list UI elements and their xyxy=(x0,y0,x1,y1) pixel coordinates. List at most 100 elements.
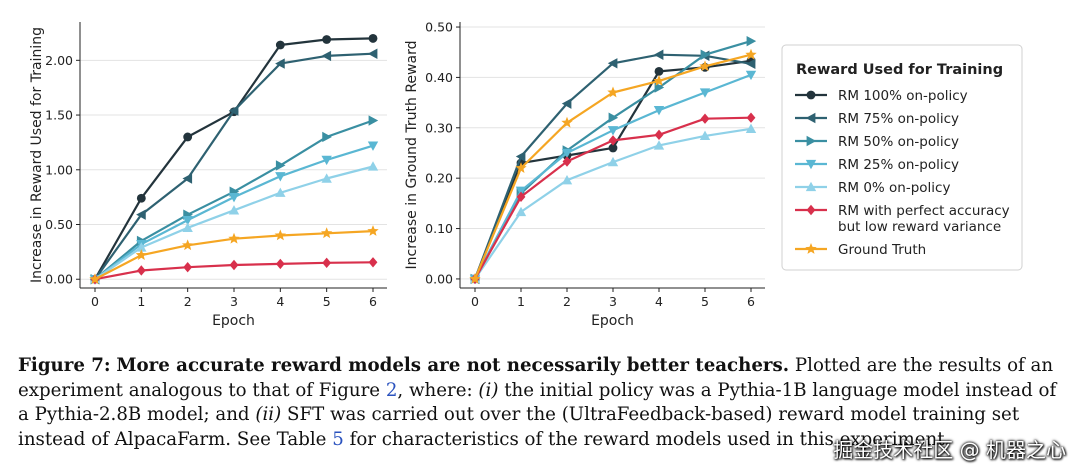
legend-marker xyxy=(806,204,816,216)
data-point xyxy=(367,141,379,151)
data-point xyxy=(320,227,333,239)
legend-label: RM 25% on-policy xyxy=(838,157,959,173)
data-point xyxy=(368,257,378,268)
data-point xyxy=(561,116,573,128)
x-tick-label: 5 xyxy=(701,294,709,309)
chart-reward-used-for-training: 0.00 0.50 1.00 1.50 2.00 0 1 2 3 4 5 6 Epoch Increase… xyxy=(29,22,387,329)
data-point xyxy=(654,66,664,76)
x-tick-label: 0 xyxy=(91,294,99,309)
data-point xyxy=(321,173,332,183)
data-point xyxy=(699,130,711,141)
y-tick-label: 1.50 xyxy=(45,108,73,123)
y-tick-label: 0.00 xyxy=(425,271,453,286)
y-tick-label: 0.50 xyxy=(45,217,73,232)
caption-i1: (i) xyxy=(478,379,499,401)
legend-label: RM 100% on-policy xyxy=(838,88,968,104)
x-tick-label: 1 xyxy=(517,294,525,309)
legend-label: RM 75% on-policy xyxy=(838,111,959,127)
data-point xyxy=(182,222,193,232)
y-tick-label: 1.00 xyxy=(45,162,73,177)
data-point xyxy=(653,74,665,86)
x-tick-label: 2 xyxy=(184,294,192,309)
legend-item-rm-50-on-policy: RM 50% on-policy xyxy=(795,134,959,150)
table-ref-link[interactable]: 5 xyxy=(332,428,344,450)
watermark: 掘金技术社区 @ 机器之心 xyxy=(833,438,1066,462)
series-rm-0-on-policy xyxy=(89,161,379,284)
caption-part5: for characteristics of the reward models… xyxy=(349,428,951,450)
x-tick-label: 6 xyxy=(369,294,377,309)
x-axis-label: Epoch xyxy=(212,313,255,329)
data-point xyxy=(321,50,332,62)
x-tick-label: 3 xyxy=(230,294,238,309)
data-point xyxy=(746,112,756,123)
y-tick-label: 0.10 xyxy=(425,221,453,236)
x-tick-label: 4 xyxy=(276,294,284,309)
data-point xyxy=(561,98,572,109)
figure-caption: Figure 7: More accurate reward models ar… xyxy=(18,354,1068,452)
legend-marker xyxy=(805,112,816,124)
data-point xyxy=(746,35,757,47)
x-tick-label: 4 xyxy=(655,294,663,309)
caption-label: Figure 7: xyxy=(18,355,111,376)
legend-marker xyxy=(806,135,817,147)
legend-marker xyxy=(805,243,817,254)
legend-label: RM with perfect accuracy xyxy=(838,203,1010,219)
data-point xyxy=(182,215,193,226)
caption-part4: SFT was carried out over the (UltraFeedb… xyxy=(18,404,1020,450)
data-point xyxy=(181,239,194,251)
x-axis-label: Epoch xyxy=(591,313,634,329)
data-point xyxy=(654,82,665,93)
data-point xyxy=(368,115,379,126)
legend-item-rm-25-on-policy: RM 25% on-policy xyxy=(795,157,959,173)
y-axis-label: Increase in Ground Truth Reward xyxy=(404,41,420,270)
y-tick-label: 0.40 xyxy=(425,70,453,85)
data-point xyxy=(700,113,710,124)
data-point xyxy=(367,161,379,171)
data-point xyxy=(228,192,240,203)
data-point xyxy=(89,273,101,285)
x-tick-label: 2 xyxy=(563,294,571,309)
data-point xyxy=(608,135,618,146)
data-point xyxy=(562,156,572,167)
legend-item-ground-truth: Ground Truth xyxy=(795,242,926,258)
data-point xyxy=(607,156,619,167)
data-point xyxy=(135,249,148,261)
data-point xyxy=(275,40,285,50)
data-point xyxy=(367,48,378,59)
x-tick-label: 0 xyxy=(471,294,479,309)
caption-i2: (ii) xyxy=(255,404,282,425)
data-point xyxy=(228,105,239,116)
y-tick-label: 0.50 xyxy=(425,20,453,35)
data-point xyxy=(275,160,286,171)
data-point xyxy=(607,126,619,136)
legend-label: Ground Truth xyxy=(838,242,926,258)
legend-item-rm-100-on-policy: RM 100% on-policy xyxy=(795,88,968,104)
legend-marker xyxy=(806,90,816,100)
series-rm-with-perfect-accuracy-but-low-reward-variance xyxy=(90,257,378,285)
caption-part2: , where: xyxy=(397,379,473,401)
data-point xyxy=(515,151,526,162)
caption-bold: More accurate reward models are not nece… xyxy=(116,355,790,376)
legend-title: Reward Used for Training xyxy=(796,62,1003,78)
legend-label: RM 50% on-policy xyxy=(838,134,959,150)
y-tick-label: 0.20 xyxy=(425,171,453,186)
data-point xyxy=(136,242,147,252)
figure-ref-link[interactable]: 2 xyxy=(385,379,398,401)
data-point xyxy=(275,58,285,69)
data-point xyxy=(136,209,146,220)
data-point xyxy=(699,60,711,72)
data-point xyxy=(515,162,527,173)
x-tick-label: 5 xyxy=(323,294,331,309)
x-tick-label: 3 xyxy=(609,294,617,309)
data-point xyxy=(608,143,618,153)
y-axis-label: Increase in Reward Used for Training xyxy=(29,27,45,283)
series-ground-truth xyxy=(469,48,757,284)
data-point xyxy=(275,258,285,270)
data-point xyxy=(368,33,378,43)
series-ground-truth xyxy=(89,225,379,285)
data-point xyxy=(322,35,332,44)
legend: Reward Used for Training RM 100% on-polic… xyxy=(781,44,1023,271)
data-point xyxy=(699,88,711,98)
legend-label: RM 0% on-policy xyxy=(838,180,950,196)
